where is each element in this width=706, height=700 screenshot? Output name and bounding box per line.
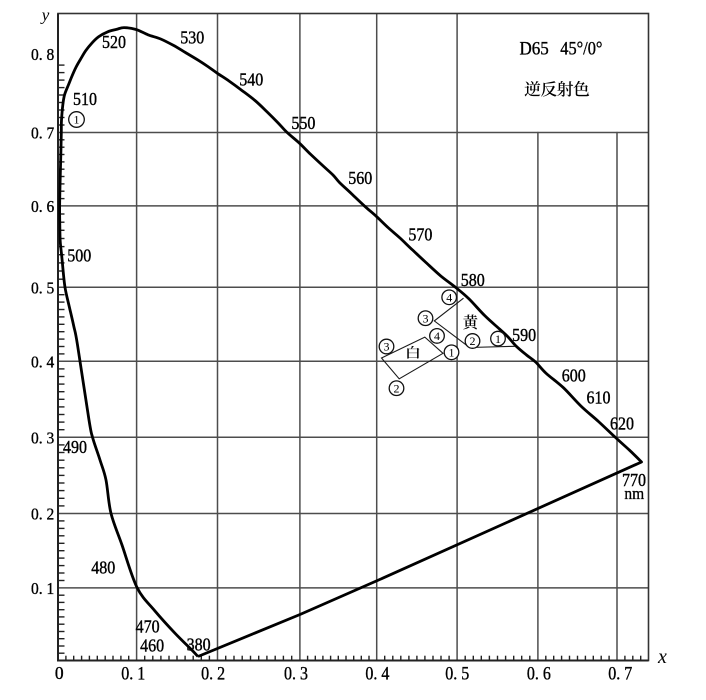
svg-text:1: 1	[495, 332, 501, 346]
svg-text:D65: D65	[520, 39, 549, 60]
svg-text:x: x	[657, 646, 667, 668]
svg-text:380: 380	[187, 634, 211, 654]
svg-text:580: 580	[461, 270, 485, 290]
svg-text:610: 610	[587, 388, 611, 408]
svg-text:620: 620	[610, 414, 634, 434]
svg-text:0. 7: 0. 7	[31, 124, 54, 143]
svg-text:0. 7: 0. 7	[608, 665, 632, 685]
svg-text:530: 530	[180, 28, 204, 48]
svg-text:0. 3: 0. 3	[284, 665, 308, 685]
svg-text:520: 520	[102, 32, 126, 52]
svg-text:0. 5: 0. 5	[31, 278, 54, 297]
svg-text:0. 8: 0. 8	[31, 45, 54, 64]
svg-text:y: y	[40, 5, 50, 24]
svg-text:0. 4: 0. 4	[365, 665, 389, 685]
svg-text:0. 2: 0. 2	[31, 505, 54, 524]
svg-text:490: 490	[63, 437, 87, 457]
svg-text:600: 600	[562, 365, 586, 385]
svg-text:2: 2	[470, 334, 476, 348]
svg-text:0. 4: 0. 4	[31, 352, 54, 371]
svg-text:1: 1	[74, 113, 80, 127]
svg-text:0. 6: 0. 6	[31, 197, 54, 216]
svg-text:480: 480	[91, 557, 115, 577]
svg-text:2: 2	[394, 381, 400, 395]
svg-text:510: 510	[73, 89, 97, 109]
svg-text:0. 2: 0. 2	[201, 665, 225, 685]
svg-text:45°/0°: 45°/0°	[560, 39, 602, 60]
svg-text:460: 460	[140, 636, 164, 656]
svg-text:4: 4	[446, 291, 452, 305]
svg-text:590: 590	[512, 325, 536, 345]
svg-text:0: 0	[55, 663, 64, 683]
svg-text:560: 560	[348, 168, 372, 188]
svg-text:770: 770	[622, 470, 646, 490]
svg-text:3: 3	[384, 340, 390, 354]
svg-text:1: 1	[449, 346, 455, 360]
svg-text:540: 540	[239, 70, 263, 90]
svg-text:0. 6: 0. 6	[527, 665, 551, 685]
svg-text:4: 4	[434, 329, 440, 343]
svg-text:0. 3: 0. 3	[31, 428, 54, 447]
svg-text:0. 1: 0. 1	[31, 579, 54, 598]
svg-text:550: 550	[291, 113, 315, 133]
svg-text:0. 5: 0. 5	[445, 665, 469, 685]
svg-text:nm: nm	[624, 484, 644, 503]
svg-text:3: 3	[423, 311, 429, 325]
svg-text:0. 1: 0. 1	[121, 665, 145, 685]
svg-text:470: 470	[136, 616, 160, 636]
svg-text:500: 500	[67, 245, 91, 265]
svg-text:570: 570	[408, 225, 432, 245]
